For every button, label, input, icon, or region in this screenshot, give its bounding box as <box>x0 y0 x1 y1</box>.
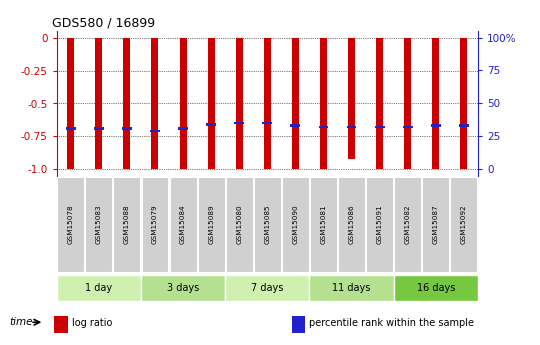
Text: GSM15091: GSM15091 <box>376 205 383 244</box>
Bar <box>122 127 132 130</box>
Text: GSM15083: GSM15083 <box>96 205 102 244</box>
Bar <box>225 275 309 301</box>
Bar <box>432 38 440 169</box>
Bar <box>57 275 141 301</box>
Bar <box>309 275 394 301</box>
Bar <box>198 177 225 272</box>
Text: 11 days: 11 days <box>332 283 371 293</box>
Bar <box>151 38 159 169</box>
Bar <box>394 177 421 272</box>
Bar <box>431 124 441 127</box>
Bar <box>150 130 160 132</box>
Bar <box>234 122 244 124</box>
Bar <box>338 177 365 272</box>
Text: GSM15081: GSM15081 <box>320 205 327 244</box>
Text: GSM15088: GSM15088 <box>124 205 130 244</box>
Text: GSM15078: GSM15078 <box>68 205 74 244</box>
Bar <box>376 38 383 169</box>
Bar <box>460 38 467 169</box>
Bar <box>403 126 413 128</box>
Bar <box>54 316 68 333</box>
Bar <box>348 38 355 159</box>
Text: 7 days: 7 days <box>251 283 284 293</box>
Text: GSM15085: GSM15085 <box>264 205 271 244</box>
Bar <box>178 127 188 130</box>
Text: GSM15080: GSM15080 <box>236 205 242 244</box>
Bar <box>96 38 103 169</box>
Bar <box>141 275 225 301</box>
Bar <box>282 177 309 272</box>
Bar <box>375 126 384 128</box>
Bar <box>170 177 197 272</box>
Text: GSM15087: GSM15087 <box>433 205 439 244</box>
Bar <box>94 127 104 130</box>
Text: GSM15092: GSM15092 <box>461 205 467 244</box>
Bar <box>459 124 469 127</box>
Bar <box>450 177 477 272</box>
Text: GSM15079: GSM15079 <box>152 205 158 244</box>
Bar <box>262 122 272 124</box>
Bar <box>57 177 84 272</box>
Bar <box>394 275 478 301</box>
Bar <box>319 126 328 128</box>
Text: GSM15084: GSM15084 <box>180 205 186 244</box>
Text: log ratio: log ratio <box>72 318 112 328</box>
Text: GDS580 / 16899: GDS580 / 16899 <box>52 17 156 30</box>
Text: 16 days: 16 days <box>416 283 455 293</box>
Bar <box>254 177 281 272</box>
Text: 1 day: 1 day <box>85 283 112 293</box>
Text: time: time <box>10 317 33 327</box>
Bar <box>264 38 271 169</box>
Text: GSM15089: GSM15089 <box>208 205 214 244</box>
Bar <box>123 38 131 169</box>
Text: 3 days: 3 days <box>167 283 199 293</box>
Bar <box>291 124 300 127</box>
Text: GSM15090: GSM15090 <box>292 205 299 244</box>
Bar <box>292 38 299 169</box>
Bar <box>310 177 337 272</box>
Bar <box>67 38 74 169</box>
Bar <box>422 177 449 272</box>
Bar <box>206 123 216 126</box>
Bar <box>113 177 140 272</box>
Bar <box>404 38 411 169</box>
Bar <box>141 177 168 272</box>
Bar <box>179 38 187 169</box>
Bar <box>207 38 215 169</box>
Text: percentile rank within the sample: percentile rank within the sample <box>309 318 475 328</box>
Bar <box>85 177 112 272</box>
Text: GSM15086: GSM15086 <box>348 205 355 244</box>
Bar <box>235 38 243 169</box>
Bar <box>320 38 327 169</box>
Bar <box>347 126 356 128</box>
Bar <box>292 316 305 333</box>
Bar <box>366 177 393 272</box>
Bar <box>226 177 253 272</box>
Text: GSM15082: GSM15082 <box>404 205 411 244</box>
Bar <box>66 127 76 130</box>
